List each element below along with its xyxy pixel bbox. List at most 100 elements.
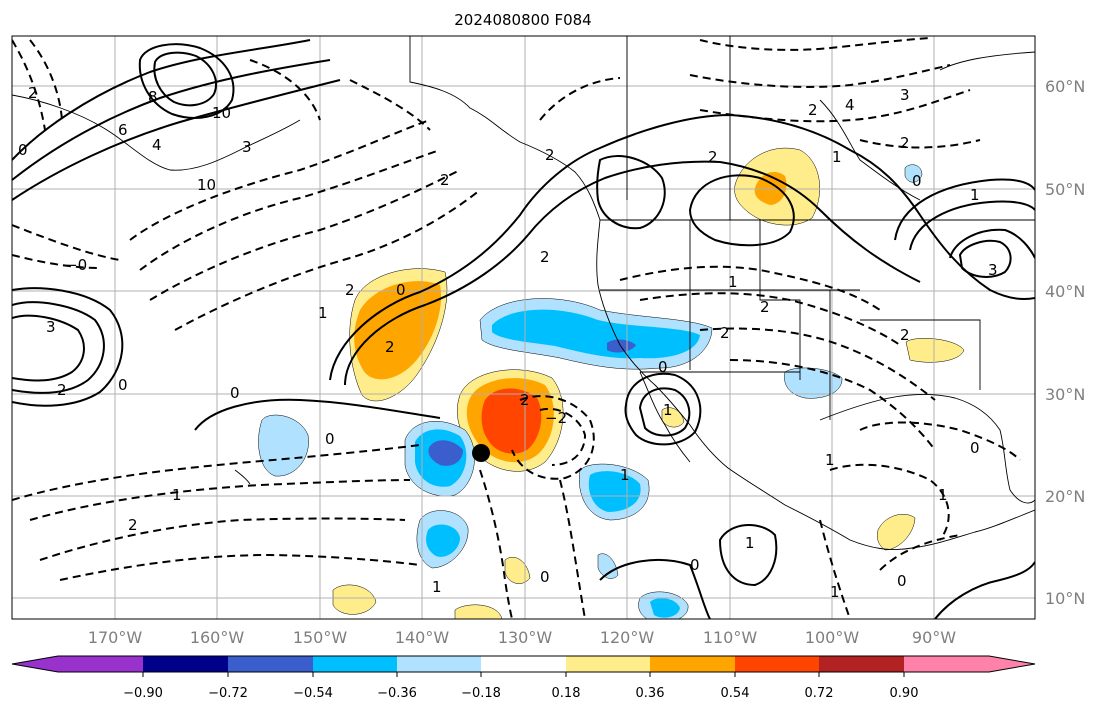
lon-label: 100°W: [805, 628, 860, 647]
contour-label: 1: [830, 583, 840, 601]
contour-label: 1: [728, 273, 738, 291]
contour-label: 0: [396, 281, 406, 299]
contour-label: 0: [230, 384, 240, 402]
colorbar-segment: [819, 656, 904, 672]
lat-label: 60°N: [1045, 77, 1085, 96]
colorbar-segment: [566, 656, 650, 672]
contour-label: 2: [808, 101, 818, 119]
contour-label: 1: [620, 466, 630, 484]
map-border: [11, 35, 1036, 620]
contour-label: 2: [760, 298, 770, 316]
colorbar-segment: [313, 656, 397, 672]
contour-label: 3: [46, 318, 56, 336]
lat-label: 10°N: [1045, 589, 1085, 608]
graticule: [12, 36, 1035, 619]
anomaly-shading: [258, 147, 965, 619]
contour-label: 0: [897, 572, 907, 590]
colorbar-tick-label: −0.54: [293, 686, 333, 701]
contour-label: 0: [118, 376, 128, 394]
solid-contours: [12, 39, 1035, 619]
colorbar-segment: [228, 656, 313, 672]
contour-label: 2: [720, 324, 730, 342]
contour-label: 2: [128, 516, 138, 534]
contour-label: −2: [545, 409, 567, 427]
colorbar-segment: [143, 656, 228, 672]
contour-label: 6: [118, 121, 128, 139]
contour-label: 1: [970, 186, 980, 204]
contour-labels: 2 1 0 −0 3 2 0 1 2 2 0 2 2 0 −2 1 2 0 1 …: [18, 84, 998, 601]
colorbar-segment: [481, 656, 566, 672]
contour-label: 3: [900, 86, 910, 104]
contour-label: 4: [845, 96, 855, 114]
contour-label: 0: [970, 439, 980, 457]
colorbar-tick-label: −0.90: [123, 686, 163, 701]
contour-label: 0: [658, 358, 668, 376]
colorbar-tick-labels: −0.90 −0.72 −0.54 −0.36 −0.18 0.18 0.36 …: [123, 686, 918, 701]
colorbar-tick-label: −0.36: [377, 686, 417, 701]
contour-label: 2: [708, 148, 718, 166]
lon-label: 160°W: [190, 628, 245, 647]
lat-label: 40°N: [1045, 282, 1085, 301]
contour-label: 2: [900, 326, 910, 344]
contour-label: 10: [197, 176, 216, 194]
dashed-contours: [12, 37, 1021, 619]
contour-label: 2: [545, 146, 555, 164]
contour-label: 4: [152, 136, 162, 154]
longitude-labels: 170°W 160°W 150°W 140°W 130°W 120°W 110°…: [88, 628, 956, 647]
contour-label: 1: [318, 304, 328, 322]
contour-label: 2: [900, 134, 910, 152]
colorbar-tick-label: 0.54: [721, 686, 750, 701]
contour-label: 0: [325, 430, 335, 448]
contour-label: 0: [18, 141, 28, 159]
colorbar-extend-min: [12, 656, 58, 672]
storm-center-marker: [472, 444, 490, 462]
lon-label: 130°W: [498, 628, 553, 647]
contour-label: 1: [172, 486, 182, 504]
colorbar-tick-label: −0.18: [461, 686, 501, 701]
lon-label: 150°W: [293, 628, 348, 647]
colorbar-segment: [397, 656, 481, 672]
colorbar-segment: [904, 656, 989, 672]
colorbar-tick-label: −0.72: [208, 686, 248, 701]
colorbar-tick-label: 0.72: [805, 686, 834, 701]
contour-label: 3: [988, 261, 998, 279]
contour-label: 0: [912, 172, 922, 190]
contour-label: 1: [745, 534, 755, 552]
contour-label: 1: [825, 451, 835, 469]
colorbar-extend-max: [989, 656, 1035, 672]
map-title: 2024080800 F084: [454, 11, 591, 29]
contour-label: 2: [440, 171, 450, 189]
colorbar-tick-label: 0.36: [636, 686, 665, 701]
colorbar-segment: [735, 656, 819, 672]
colorbar-tick-label: 0.90: [890, 686, 919, 701]
lon-label: 120°W: [600, 628, 655, 647]
coastlines: [12, 36, 1035, 550]
contour-label: 1: [663, 401, 673, 419]
contour-label: 8: [148, 88, 158, 106]
contour-label: 1: [938, 486, 948, 504]
contour-label: 2: [345, 281, 355, 299]
lon-label: 90°W: [912, 628, 956, 647]
lon-label: 110°W: [703, 628, 758, 647]
colorbar-ticks: [142, 672, 905, 677]
contour-label: 0: [690, 556, 700, 574]
colorbar: −0.90 −0.72 −0.54 −0.36 −0.18 0.18 0.36 …: [11, 655, 1036, 701]
lon-label: 170°W: [88, 628, 143, 647]
contour-label: 3: [242, 138, 252, 156]
lat-label: 50°N: [1045, 180, 1085, 199]
contour-label: 2: [385, 338, 395, 356]
contour-label: 2: [520, 391, 530, 409]
lat-label: 30°N: [1045, 385, 1085, 404]
latitude-labels: 60°N 50°N 40°N 30°N 20°N 10°N: [1045, 77, 1085, 608]
contour-label: 0: [540, 568, 550, 586]
contour-label: 2: [57, 381, 67, 399]
colorbar-outline: [11, 655, 1036, 673]
contour-label: 2: [540, 248, 550, 266]
contour-label: 1: [432, 578, 442, 596]
lon-label: 140°W: [395, 628, 450, 647]
lat-label: 20°N: [1045, 487, 1085, 506]
map-panel: 2 1 0 −0 3 2 0 1 2 2 0 2 2 0 −2 1 2 0 1 …: [12, 36, 1035, 619]
contour-label: 2: [28, 84, 38, 102]
colorbar-tick-label: 0.18: [552, 686, 581, 701]
